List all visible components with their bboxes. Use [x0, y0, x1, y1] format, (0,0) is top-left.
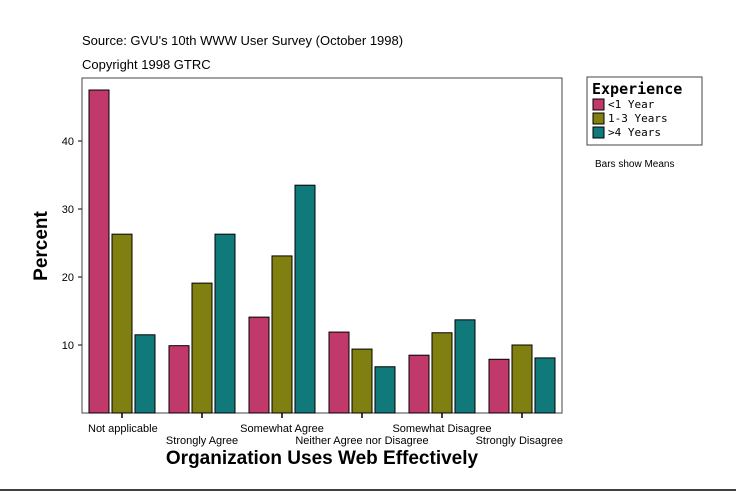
legend-swatch-0 — [592, 98, 605, 111]
bar-5-0 — [488, 358, 510, 414]
bars-note: Bars show Means — [595, 159, 674, 170]
bar-3-2 — [374, 366, 396, 414]
x-tick-label: Somewhat Disagree — [392, 423, 491, 435]
legend-swatch-2 — [592, 126, 605, 139]
legend-title: Experience — [592, 80, 682, 98]
legend-label-1: 1-3 Years — [608, 112, 668, 125]
bar-4-2 — [454, 319, 476, 414]
source-text: Source: GVU's 10th WWW User Survey (Octo… — [82, 33, 403, 48]
bar-1-1 — [191, 282, 213, 414]
bar-5-2 — [534, 357, 556, 414]
copyright-text: Copyright 1998 GTRC — [82, 57, 211, 72]
bar-3-1 — [351, 348, 373, 414]
y-tick-label: 30 — [62, 204, 74, 216]
x-tick-label: Strongly Agree — [166, 435, 238, 447]
x-axis-title: Organization Uses Web Effectively — [166, 448, 479, 469]
x-tick-label: Strongly Disagree — [476, 435, 563, 447]
legend-box — [586, 76, 703, 146]
y-tick-label: 10 — [62, 340, 74, 352]
bar-2-2 — [294, 184, 316, 414]
bars — [88, 89, 556, 414]
legend-swatch-1 — [592, 112, 605, 125]
bar-0-1 — [111, 233, 133, 414]
bar-2-1 — [271, 255, 293, 414]
y-axis: 10 20 30 40 — [62, 136, 82, 352]
x-tick-label: Not applicable — [88, 423, 158, 435]
plot-area — [81, 77, 563, 414]
bar-0-0 — [88, 89, 110, 414]
y-tick-label: 20 — [62, 272, 74, 284]
legend-label-0: <1 Year — [608, 98, 655, 111]
y-tick-label: 40 — [62, 136, 74, 148]
bar-1-2 — [214, 233, 236, 414]
bar-0-2 — [134, 334, 156, 414]
bar-4-0 — [408, 354, 430, 414]
legend-label-2: >4 Years — [608, 126, 661, 139]
x-tick-label: Somewhat Agree — [240, 423, 324, 435]
bar-3-0 — [328, 331, 350, 414]
bar-5-1 — [511, 344, 533, 414]
bar-2-0 — [248, 316, 270, 414]
bar-4-1 — [431, 332, 453, 414]
y-axis-title: Percent — [31, 210, 52, 280]
bar-1-0 — [168, 345, 190, 414]
x-tick-label: Neither Agree nor Disagree — [295, 435, 428, 447]
